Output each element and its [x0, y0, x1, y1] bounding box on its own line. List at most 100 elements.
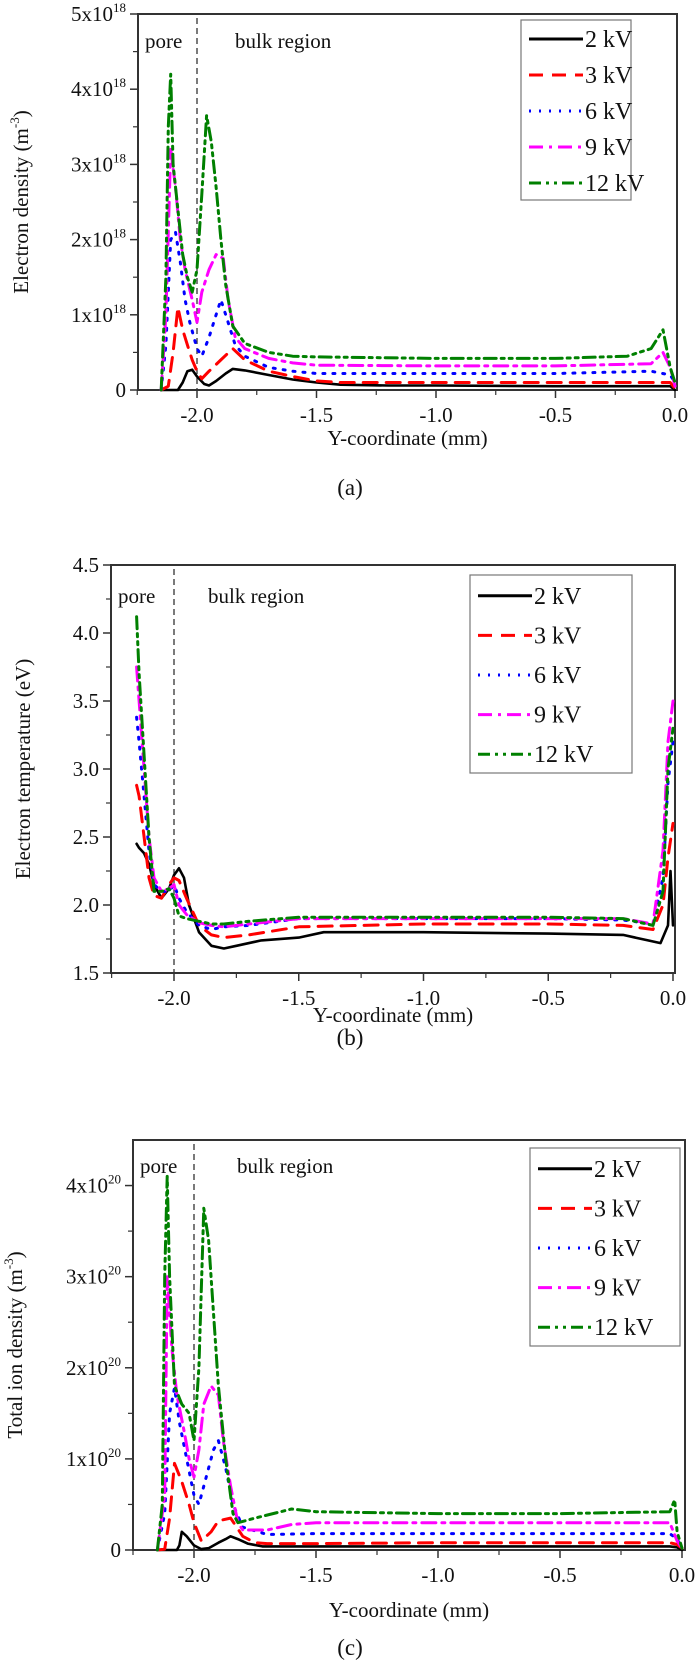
y-tick-label: 5x1018: [71, 0, 126, 26]
legend: 2 kV 3 kV 6 kV 9 kV 12 kV: [469, 574, 633, 774]
y-tick-exponent: 18: [113, 226, 126, 241]
panel-label: (a): [337, 475, 363, 500]
y-tick-base: 3.5: [73, 689, 99, 713]
y-tick-label: 4.0: [73, 621, 99, 645]
x-axis-title: Y-coordinate (mm): [329, 1598, 489, 1622]
y-tick-base: 3.0: [73, 757, 99, 781]
pore-annotation: pore: [118, 584, 155, 608]
x-axis: -2.0 -1.5 -1.0 -0.5 0.0: [136, 390, 688, 427]
y-tick-base: 4.0: [73, 621, 99, 645]
y-axis-title-text: Electron density (m: [9, 128, 33, 294]
legend-label: 2 kV: [585, 27, 633, 53]
y-tick-label: 4x1020: [66, 1172, 121, 1198]
chart-panel-a: -2.0 -1.5 -1.0 -0.5 0.001x10182x10183x10184x…: [7, 0, 688, 500]
x-axis: -2.0 -1.5 -1.0 -0.5 0.0: [132, 1550, 695, 1587]
y-axis-title-sup: -3: [1, 1258, 16, 1269]
series-line-12kv: [135, 615, 675, 927]
legend-label: 6 kV: [594, 1236, 642, 1262]
series-line-3kv: [135, 783, 675, 940]
x-tick-label: -1.0: [419, 403, 452, 427]
y-tick-base: 4.5: [73, 553, 99, 577]
x-tick-label: -1.5: [282, 986, 315, 1010]
x-tick-label: -2.0: [180, 403, 213, 427]
y-tick-base: 2x10: [71, 228, 113, 252]
legend-label: 2 kV: [594, 1157, 642, 1183]
legend-label: 3 kV: [585, 63, 633, 89]
x-tick-label: -1.5: [300, 403, 333, 427]
legend-box: [469, 574, 633, 774]
y-tick-exponent: 20: [108, 1445, 121, 1460]
legend-label: 12 kV: [585, 171, 645, 197]
legend-label: 12 kV: [534, 742, 594, 768]
y-tick-label: 2x1020: [66, 1354, 121, 1380]
series-line-3kv: [159, 305, 677, 392]
y-tick-label: 2.0: [73, 893, 99, 917]
y-axis-title-sup: -3: [7, 117, 22, 128]
y-tick-label: 1.5: [73, 961, 99, 985]
x-tick-label: 0.0: [669, 1563, 695, 1587]
series-line-2kv: [156, 1530, 684, 1552]
series-line-6kv: [155, 1386, 684, 1552]
chart-panel-c: -2.0 -1.5 -1.0 -0.5 0.001x10202x10203x10204x…: [1, 1139, 695, 1660]
x-tick-label: -1.0: [407, 986, 440, 1010]
x-tick-label: -1.5: [299, 1563, 332, 1587]
y-tick-label: 1x1020: [66, 1445, 121, 1471]
legend-label: 6 kV: [534, 663, 582, 689]
legend-label: 6 kV: [585, 99, 633, 125]
panel-label: (c): [337, 1635, 363, 1660]
x-tick-label: -0.5: [543, 1563, 576, 1587]
bulk-region-annotation: bulk region: [235, 29, 332, 53]
plot-frame: [132, 1139, 686, 1551]
legend-label: 2 kV: [534, 584, 582, 610]
y-tick-exponent: 18: [113, 0, 126, 15]
y-tick-label: 3x1020: [66, 1263, 121, 1289]
series-group: [135, 615, 675, 950]
y-tick-base: 5x10: [71, 2, 113, 26]
y-tick-base: 2x10: [66, 1356, 108, 1380]
legend-label: 12 kV: [594, 1315, 654, 1341]
series-group: [159, 72, 677, 392]
legend-label: 9 kV: [594, 1276, 642, 1302]
chart-panel-b: -2.0 -1.5 -1.0 -0.5 0.0 1.5 2.0 2.5 3.0 3.5 4.0 4.5…: [11, 553, 686, 1050]
y-tick-base: 1x10: [66, 1447, 108, 1471]
y-tick-exponent: 18: [113, 150, 126, 165]
y-axis-title-end: ): [9, 110, 33, 117]
y-tick-base: 4x10: [71, 77, 113, 101]
pore-annotation: pore: [145, 29, 182, 53]
x-tick-label: 0.0: [662, 403, 688, 427]
legend-label: 3 kV: [594, 1196, 642, 1222]
pore-annotation: pore: [140, 1154, 177, 1178]
y-tick-base: 0: [111, 1538, 122, 1562]
x-axis: -2.0 -1.5 -1.0 -0.5 0.0: [111, 973, 686, 1010]
series-line-3kv: [155, 1461, 684, 1552]
y-tick-exponent: 18: [113, 301, 126, 316]
series-line-6kv: [159, 230, 677, 392]
y-axis: 1.5 2.0 2.5 3.0 3.5 4.0 4.5: [73, 553, 111, 985]
y-tick-base: 3x10: [66, 1265, 108, 1289]
y-tick-exponent: 18: [113, 75, 126, 90]
y-axis-title-text: Total ion density (m: [3, 1269, 27, 1438]
y-tick-base: 0: [116, 378, 127, 402]
y-tick-exponent: 20: [108, 1172, 121, 1187]
y-axis-title: Electron density (m-3): [7, 110, 33, 293]
series-group: [155, 1174, 684, 1552]
y-tick-label: 2x1018: [71, 226, 126, 252]
series-line-2kv: [135, 842, 675, 950]
y-tick-label: 0: [111, 1538, 122, 1562]
y-tick-label: 4x1018: [71, 75, 126, 101]
x-tick-label: -1.0: [421, 1563, 454, 1587]
legend-box: [529, 1147, 681, 1347]
y-tick-base: 2.5: [73, 825, 99, 849]
bulk-region-annotation: bulk region: [208, 584, 305, 608]
bulk-region-annotation: bulk region: [237, 1154, 334, 1178]
legend-label: 9 kV: [534, 703, 582, 729]
panel-label: (b): [337, 1025, 364, 1050]
y-tick-label: 3.0: [73, 757, 99, 781]
y-tick-base: 2.0: [73, 893, 99, 917]
y-tick-label: 3.5: [73, 689, 99, 713]
y-axis-title: Electron temperature (eV): [11, 659, 35, 879]
y-tick-exponent: 20: [108, 1354, 121, 1369]
